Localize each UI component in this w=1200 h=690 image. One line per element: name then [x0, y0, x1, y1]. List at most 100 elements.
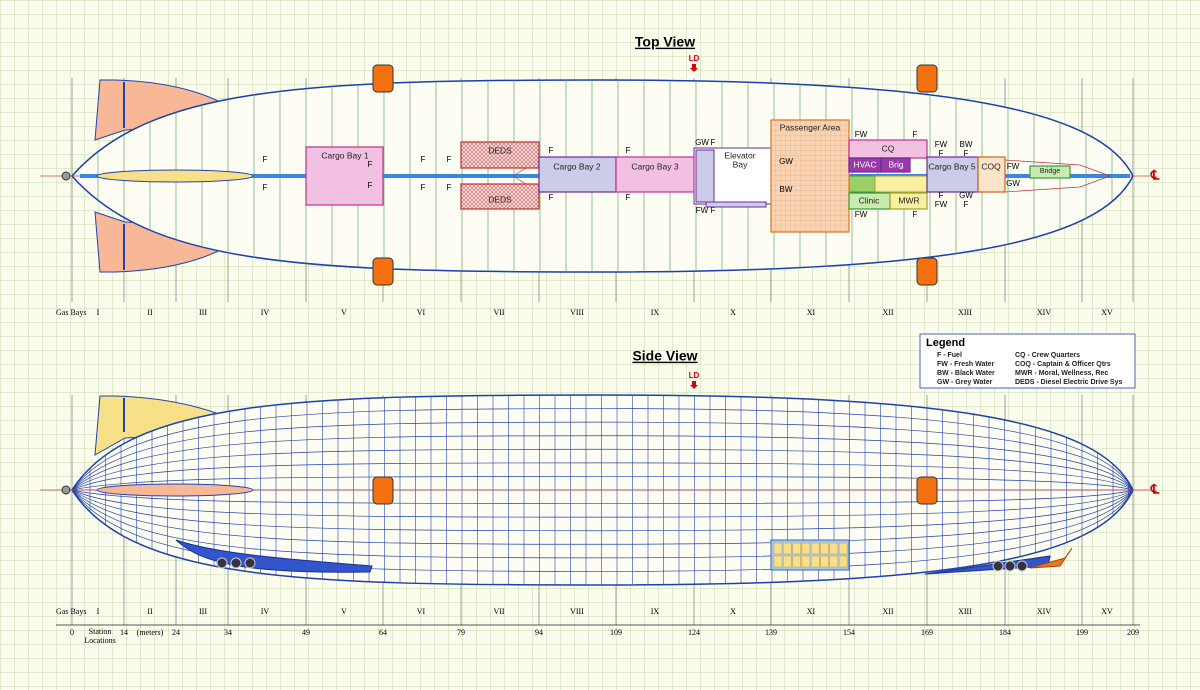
legend-entry: GW - Grey Water: [937, 379, 993, 386]
compartment: [1029, 165, 1071, 179]
marker-label: F: [964, 200, 969, 209]
compartment-label: HVAC: [854, 159, 877, 169]
top-view-title: Top View: [635, 34, 695, 50]
station-label: 139: [765, 628, 777, 637]
gas-bays-heading: Gas Bays: [56, 607, 86, 616]
engine: [916, 476, 938, 505]
centerline-label: ℄: [1150, 167, 1160, 182]
window: [801, 542, 811, 555]
station-label: 209: [1127, 628, 1139, 637]
compartment-label: Bridge: [1040, 168, 1060, 175]
longitudinal: [71, 394, 1134, 491]
station-label: 109: [610, 628, 622, 637]
engine: [372, 476, 394, 505]
marker-label: F: [549, 193, 554, 202]
gas-bay-label: III: [199, 308, 207, 317]
marker-label: GW: [779, 157, 793, 166]
compartment-label: Elevator: [724, 150, 755, 160]
marker-label: F: [368, 160, 373, 169]
station-label: 94: [535, 628, 543, 637]
compartment-label: DEDS: [488, 145, 512, 155]
compartment-label: DEDS: [488, 194, 512, 204]
marker-label: BW: [960, 140, 973, 149]
compartment-label: CQ: [882, 143, 895, 153]
wheel: [1016, 560, 1028, 572]
station-label: 34: [224, 628, 232, 637]
compartment: [615, 156, 695, 193]
longitudinal: [71, 476, 1134, 491]
gas-bay-label: XIII: [958, 607, 972, 616]
compartment-label: Brig: [888, 159, 903, 169]
marker-label: F: [263, 183, 268, 192]
wheel: [244, 557, 256, 569]
marker-label: F: [913, 130, 918, 139]
ld-arrow: [690, 381, 698, 389]
wheel: [1004, 560, 1016, 572]
window: [810, 542, 820, 555]
compartment-label: COQ: [981, 161, 1001, 171]
longitudinal: [71, 489, 1134, 518]
gas-bay-label: II: [147, 308, 153, 317]
window: [820, 555, 829, 568]
longitudinal: [71, 435, 1134, 491]
marker-label: F: [447, 183, 452, 192]
longitudinal: [71, 421, 1134, 491]
marker-label: FW: [935, 140, 948, 149]
station-label: 14: [120, 628, 128, 637]
station-label: 124: [688, 628, 700, 637]
gas-bay-label: VII: [493, 308, 504, 317]
elevator-shaft: [695, 149, 715, 203]
gas-bay-label: IV: [261, 607, 270, 616]
engine: [372, 257, 394, 286]
marker-label: F: [913, 210, 918, 219]
gas-bay-label: X: [730, 607, 736, 616]
compartment-label: Cargo Bay 5: [928, 161, 976, 171]
compartment-label: Passenger Area: [780, 122, 841, 132]
window: [801, 555, 811, 568]
gas-bay-label: I: [97, 308, 100, 317]
nose-cap: [61, 485, 71, 495]
engine: [916, 257, 938, 286]
window: [792, 542, 801, 555]
gas-bay-label: XIV: [1037, 607, 1051, 616]
station-label: 184: [999, 628, 1011, 637]
marker-label: FW: [696, 206, 709, 215]
window: [829, 555, 839, 568]
gas-bay-label: XIII: [958, 308, 972, 317]
gas-bay-label: XV: [1101, 607, 1113, 616]
centerline-label: ℄: [1150, 481, 1160, 496]
marker-label: GW: [959, 191, 973, 200]
side-view-title: Side View: [632, 348, 697, 364]
elevator-base: [705, 201, 767, 208]
gas-bay-label: X: [730, 308, 736, 317]
compartment: [880, 157, 911, 173]
legend-box: [919, 333, 1136, 389]
station-label: 169: [921, 628, 933, 637]
legend-title: Legend: [926, 337, 965, 349]
tail-boom: [96, 169, 254, 183]
marker-label: GW: [695, 138, 709, 147]
marker-label: F: [368, 181, 373, 190]
gas-bay-label: VI: [417, 308, 426, 317]
tank-block: [874, 175, 928, 193]
marker-label: F: [447, 155, 452, 164]
engine: [916, 64, 938, 93]
compartment-label: Cargo Bay 1: [321, 150, 369, 160]
longitudinal: [71, 489, 1134, 504]
station-label: 79: [457, 628, 465, 637]
gas-bay-label: XV: [1101, 308, 1113, 317]
longitudinal: [71, 489, 1134, 572]
gas-bay-label: VIII: [570, 308, 584, 317]
window: [838, 555, 848, 568]
ld-arrow: [690, 64, 698, 72]
compartment: [770, 119, 850, 233]
tank-block: [848, 175, 876, 193]
unit-label: (meters): [137, 628, 164, 637]
legend-entry: FW - Fresh Water: [937, 361, 995, 368]
compartment: [460, 183, 540, 210]
tail-boom: [96, 483, 254, 497]
gas-bay-label: VI: [417, 607, 426, 616]
marker-label: F: [626, 193, 631, 202]
compartment: [460, 141, 540, 169]
